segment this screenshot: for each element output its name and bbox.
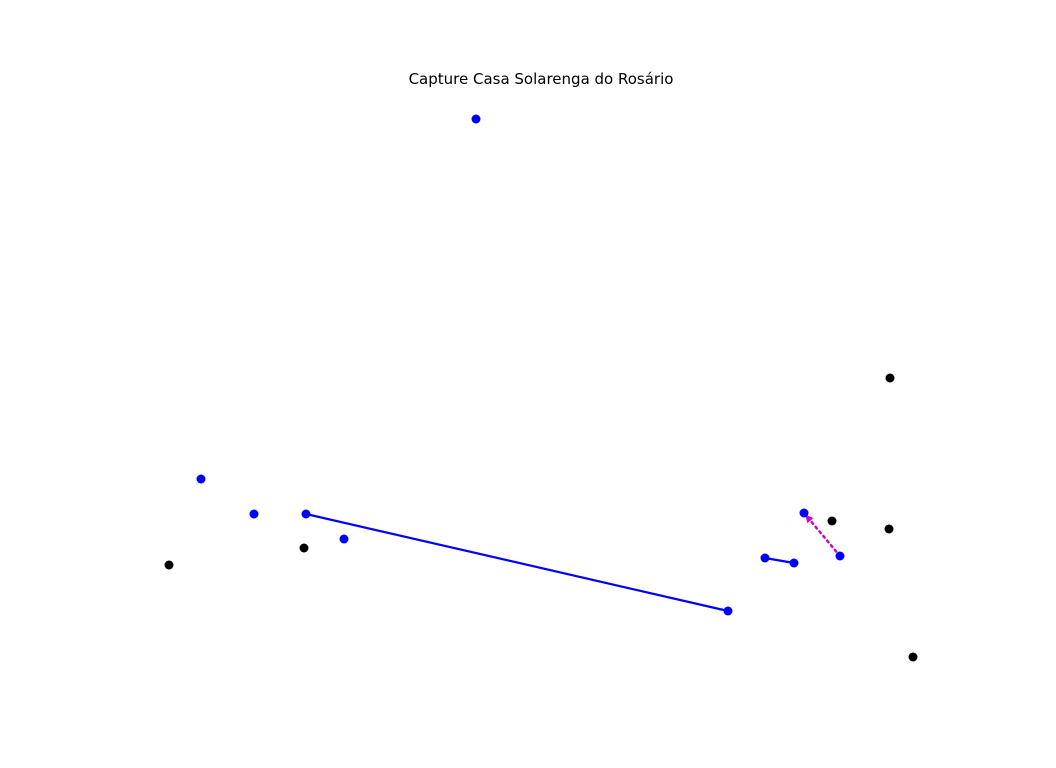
blue-point	[799, 508, 809, 518]
black-point	[299, 543, 309, 553]
black-point	[884, 524, 894, 534]
blue-point	[301, 509, 311, 519]
blue-point	[339, 534, 349, 544]
diagram-title: Capture Casa Solarenga do Rosário	[409, 70, 674, 88]
blue-point	[789, 558, 799, 568]
black-point	[908, 652, 918, 662]
blue-point	[835, 551, 845, 561]
magenta-dotted-arrow	[805, 514, 842, 558]
blue-point	[471, 114, 481, 124]
black-point	[164, 560, 174, 570]
black-point	[885, 373, 895, 383]
lines-layer	[305, 512, 842, 613]
blue-point	[249, 509, 259, 519]
blue-point	[196, 474, 206, 484]
points-layer	[164, 114, 918, 662]
blue-connector-line	[764, 556, 795, 565]
black-point	[827, 516, 837, 526]
blue-connector-line	[305, 512, 729, 613]
blue-point	[723, 606, 733, 616]
blue-point	[760, 553, 770, 563]
